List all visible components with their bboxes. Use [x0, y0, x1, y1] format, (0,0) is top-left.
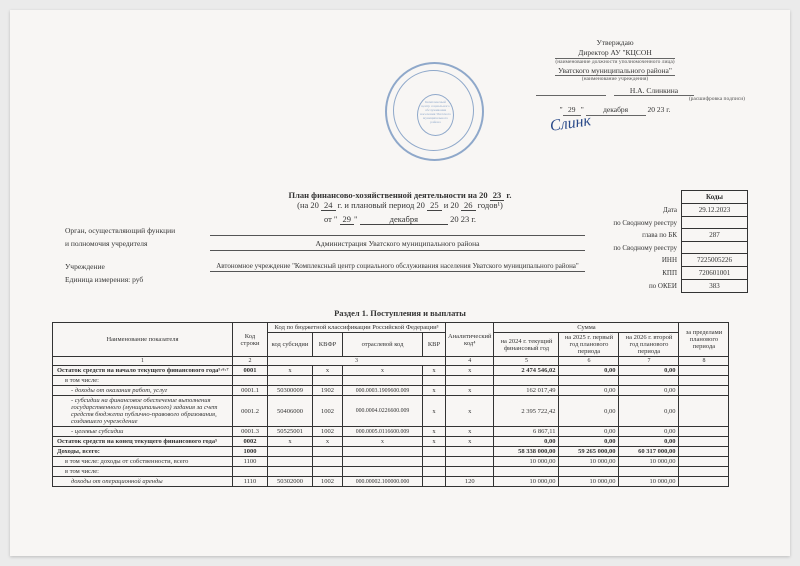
table-row: доходы от операционной аренды11105030200…: [53, 477, 729, 487]
approval-sub3: (расшифровка подписи): [485, 96, 745, 103]
title-d: 29: [340, 214, 355, 225]
title-m: декабря: [360, 214, 448, 225]
table-row: - доходы от оказания работ, услуг0001.15…: [53, 386, 729, 396]
title-y3: 25: [427, 200, 442, 211]
title-yr: 20 23 г.: [450, 214, 476, 224]
title-sub-close: годов¹): [478, 200, 503, 210]
th-name: Наименование показателя: [53, 323, 233, 357]
meta-block: Орган, осуществляющий функции и полномоч…: [65, 225, 585, 287]
table-row: - целевые субсидии0001.3505250011002000.…: [53, 427, 729, 437]
approval-month: декабря: [586, 105, 646, 116]
table-row: - субсидии на финансовое обеспечение вып…: [53, 396, 729, 427]
title-from: от ": [324, 214, 337, 224]
table-row: в том числе:: [53, 467, 729, 477]
table-row: в том числе:: [53, 376, 729, 386]
approval-block: Утверждаю Директор АУ "КЦСОН (наименован…: [485, 38, 745, 116]
th-budget: Код по бюджетной классификации Российско…: [268, 323, 446, 333]
approval-year: 20 23 г.: [648, 105, 671, 114]
title-y4: 26: [461, 200, 476, 211]
meta-r4-label: Единица измерения: руб: [65, 274, 210, 285]
approval-name: Н.А. Слинкина: [614, 86, 694, 97]
approval-sub2: (наименование учреждения): [485, 76, 745, 83]
approval-position: Директор АУ "КЦСОН: [555, 48, 675, 59]
title-main: План финансово-хозяйственной деятельност…: [289, 190, 488, 200]
table-row: Доходы, всего:100058 338 000,0059 265 00…: [53, 447, 729, 457]
approval-org: Уватского муниципального района": [555, 66, 675, 77]
codes-box: Коды Дата29.12.2023 по Сводному реестру …: [608, 190, 748, 293]
table-row: Остаток средств на конец текущего финанс…: [53, 437, 729, 447]
title-sub-open: (на 20: [297, 200, 319, 210]
title-sub-and: и 20: [444, 200, 459, 210]
title-end: г.: [506, 190, 511, 200]
meta-r3-label: Учреждение: [65, 261, 210, 273]
codes-table: Коды Дата29.12.2023 по Сводному реестру …: [608, 190, 748, 293]
meta-r1-label: Орган, осуществляющий функции: [65, 225, 210, 236]
meta-r2-label: и полномочия учредителя: [65, 238, 210, 250]
title-y2: 24: [321, 200, 336, 211]
approval-header: Утверждаю: [485, 38, 745, 48]
th-code: Код строки: [233, 323, 268, 357]
th-beyond: за пределами планового периода: [679, 323, 729, 357]
meta-r3-val: Автономное учреждение "Комплексный центр…: [210, 261, 585, 273]
signature-line: [536, 86, 606, 97]
section-title: Раздел 1. Поступления и выплаты: [10, 308, 790, 318]
stamp-icon: Комплексныйцентр социальногообслуживания…: [385, 62, 484, 161]
codes-hdr: Коды: [682, 191, 748, 204]
title-sub-mid: г. и плановый период 20: [338, 200, 425, 210]
table-row: в том числе: доходы от собственности, вс…: [53, 457, 729, 467]
main-table: Наименование показателя Код строки Код п…: [52, 322, 729, 487]
document-page: Утверждаю Директор АУ "КЦСОН (наименован…: [10, 10, 790, 556]
meta-r2-val: Администрация Уватского муниципального р…: [210, 238, 585, 250]
th-sum: Сумма: [494, 323, 679, 333]
th-analit: Аналитический код⁴: [446, 323, 494, 357]
approval-sub1: (наименование должности уполномоченного …: [485, 59, 745, 66]
table-row: Остаток средств на начало текущего финан…: [53, 366, 729, 376]
